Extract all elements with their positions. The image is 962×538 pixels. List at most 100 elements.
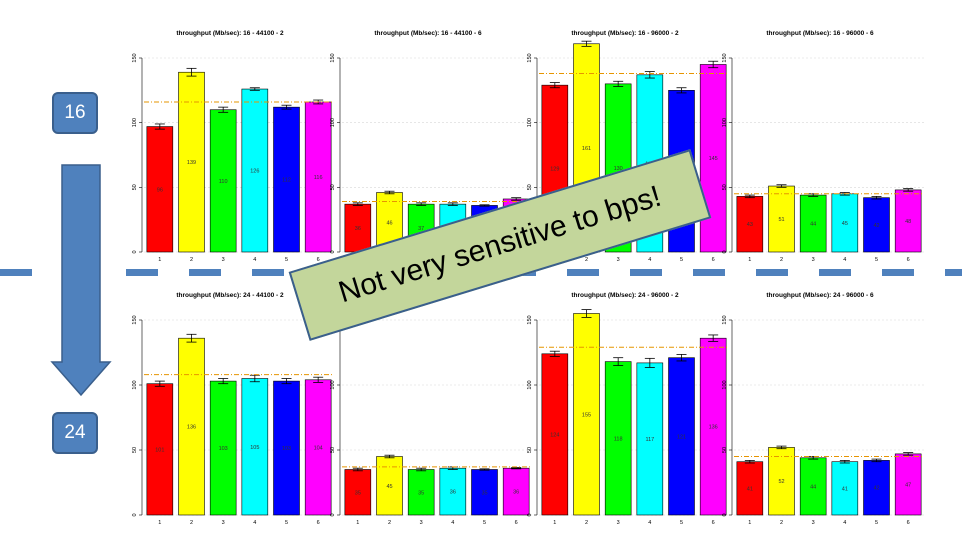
y-tick-label: 50 bbox=[132, 184, 138, 190]
bar bbox=[502, 467, 530, 516]
data-label: 129 bbox=[550, 167, 559, 173]
bar bbox=[241, 88, 269, 253]
divider-dash bbox=[882, 269, 914, 276]
x-tick-label: 6 bbox=[712, 257, 715, 263]
y-tick-label: 100 bbox=[330, 380, 336, 389]
data-label: 42 bbox=[873, 223, 879, 229]
x-tick-label: 1 bbox=[553, 520, 556, 526]
x-tick-label: 3 bbox=[617, 257, 620, 263]
y-tick-label: 100 bbox=[132, 118, 138, 127]
data-label: 130 bbox=[614, 166, 623, 172]
data-label: 52 bbox=[778, 479, 784, 485]
data-label: 41 bbox=[842, 486, 848, 492]
x-tick-label: 1 bbox=[356, 520, 359, 526]
divider-dash bbox=[252, 269, 284, 276]
bar bbox=[541, 353, 569, 516]
bar bbox=[831, 193, 859, 253]
y-tick-label: 50 bbox=[527, 447, 533, 453]
bar bbox=[831, 461, 859, 516]
data-label: 118 bbox=[614, 436, 623, 442]
data-label: 36 bbox=[450, 490, 456, 496]
x-tick-label: 1 bbox=[748, 520, 751, 526]
bar bbox=[146, 126, 174, 253]
x-tick-label: 4 bbox=[451, 520, 454, 526]
x-tick-label: 5 bbox=[680, 257, 683, 263]
y-tick-label: 0 bbox=[132, 250, 138, 253]
divider-dash bbox=[693, 269, 725, 276]
bar bbox=[894, 453, 922, 516]
bar bbox=[768, 447, 795, 516]
data-label: 41 bbox=[747, 486, 753, 492]
y-tick-label: 50 bbox=[722, 447, 728, 453]
data-label: 101 bbox=[155, 447, 164, 453]
data-label: 126 bbox=[250, 169, 259, 175]
y-tick-label: 150 bbox=[722, 315, 728, 324]
x-tick-label: 2 bbox=[780, 257, 783, 263]
data-label: 112 bbox=[282, 178, 291, 184]
x-tick-label: 1 bbox=[158, 257, 161, 263]
chart-panel: throughput (Mb/sec): 16 - 44100 - 2 0 50 10… bbox=[132, 30, 334, 263]
y-tick-label: 100 bbox=[722, 380, 728, 389]
x-tick-label: 4 bbox=[843, 520, 846, 526]
bar bbox=[241, 378, 269, 516]
x-tick-label: 6 bbox=[317, 520, 320, 526]
bar bbox=[209, 380, 237, 516]
data-label: 116 bbox=[314, 175, 323, 181]
bar bbox=[376, 456, 403, 516]
y-tick-label: 0 bbox=[527, 513, 533, 516]
data-label: 136 bbox=[187, 425, 196, 431]
x-tick-label: 2 bbox=[585, 257, 588, 263]
x-tick-label: 4 bbox=[648, 257, 651, 263]
data-label: 48 bbox=[905, 219, 911, 225]
data-label: 44 bbox=[810, 484, 816, 490]
y-tick-label: 100 bbox=[132, 380, 138, 389]
divider-dash bbox=[189, 269, 221, 276]
bar bbox=[636, 362, 664, 516]
x-tick-label: 1 bbox=[158, 520, 161, 526]
x-tick-label: 5 bbox=[875, 520, 878, 526]
y-tick-label: 50 bbox=[330, 447, 336, 453]
y-tick-label: 100 bbox=[527, 380, 533, 389]
data-label: 110 bbox=[219, 179, 228, 185]
bar bbox=[344, 469, 372, 516]
data-label: 46 bbox=[386, 220, 392, 226]
x-tick-label: 6 bbox=[712, 520, 715, 526]
bar bbox=[304, 101, 332, 253]
data-label: 161 bbox=[582, 146, 591, 152]
x-tick-label: 3 bbox=[222, 520, 225, 526]
x-tick-label: 5 bbox=[483, 520, 486, 526]
x-tick-label: 3 bbox=[812, 257, 815, 263]
data-label: 43 bbox=[747, 222, 753, 228]
data-label: 139 bbox=[187, 160, 196, 166]
divider-dash bbox=[630, 269, 662, 276]
chart-title: throughput (Mb/sec): 16 - 96000 - 6 bbox=[766, 30, 874, 37]
data-label: 96 bbox=[157, 187, 163, 193]
chart-panel: throughput (Mb/sec): 24 - 96000 - 6 0 50 10… bbox=[722, 292, 924, 526]
x-tick-label: 2 bbox=[190, 520, 193, 526]
x-tick-label: 3 bbox=[617, 520, 620, 526]
x-tick-label: 3 bbox=[222, 257, 225, 263]
x-tick-label: 2 bbox=[585, 520, 588, 526]
y-tick-label: 0 bbox=[330, 513, 336, 516]
chart-title: throughput (Mb/sec): 24 - 96000 - 2 bbox=[571, 292, 679, 299]
y-tick-label: 150 bbox=[132, 53, 138, 62]
chart-title: throughput (Mb/sec): 16 - 44100 - 2 bbox=[176, 30, 284, 37]
y-tick-label: 150 bbox=[527, 53, 533, 62]
data-label: 105 bbox=[250, 445, 259, 451]
bar bbox=[799, 457, 827, 516]
data-label: 145 bbox=[709, 156, 718, 162]
data-label: 124 bbox=[550, 432, 559, 438]
x-tick-label: 6 bbox=[907, 257, 910, 263]
chart-panel: 0 50 100 150 35 1 45 2 35 3 36 4 35 5 36 6 bbox=[330, 315, 532, 526]
data-label: 35 bbox=[355, 490, 361, 496]
data-label: 51 bbox=[778, 217, 784, 223]
data-label: 155 bbox=[582, 412, 591, 418]
y-tick-label: 100 bbox=[330, 118, 336, 127]
data-label: 117 bbox=[645, 437, 654, 443]
data-label: 136 bbox=[709, 425, 718, 431]
y-tick-label: 0 bbox=[132, 513, 138, 516]
bar bbox=[699, 337, 727, 516]
x-tick-label: 6 bbox=[515, 520, 518, 526]
y-tick-label: 50 bbox=[132, 447, 138, 453]
bar bbox=[863, 460, 890, 516]
